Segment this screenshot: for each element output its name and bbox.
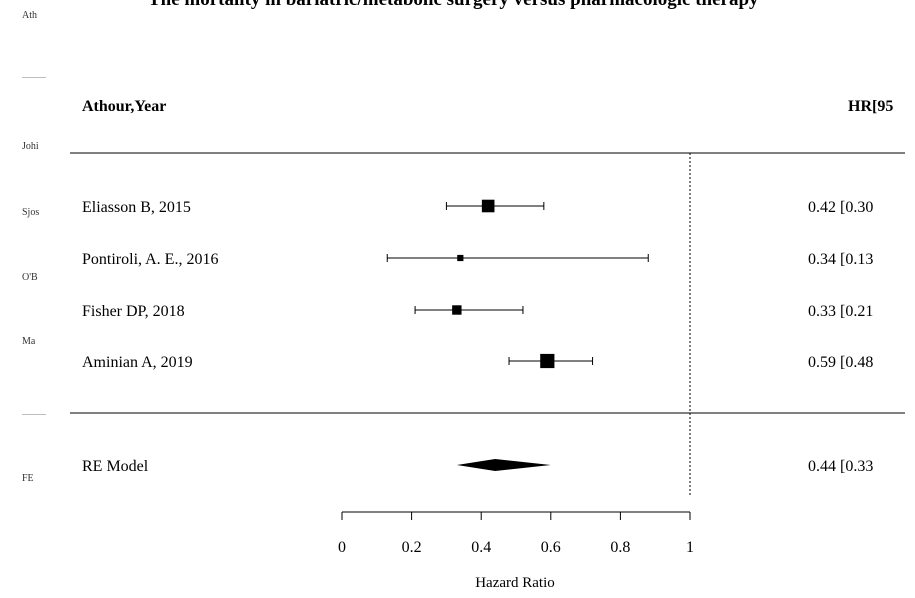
effect-square <box>452 305 462 315</box>
effect-estimate: 0.34 [0.13 <box>808 251 873 268</box>
strip-label: Sjos <box>22 207 40 218</box>
strip-label: FE <box>22 473 34 484</box>
summary-label: RE Model <box>82 458 149 475</box>
x-tick-label: 0.6 <box>541 539 561 556</box>
effect-square <box>457 254 464 262</box>
strip-label: O'B <box>22 272 38 283</box>
study-label: Aminian A, 2019 <box>82 354 193 371</box>
strip-label: Ma <box>22 336 36 347</box>
strip-label: Ath <box>22 10 37 21</box>
study-label: Fisher DP, 2018 <box>82 303 185 320</box>
x-tick-label: 0.8 <box>610 539 630 556</box>
summary-diamond <box>456 459 551 471</box>
left-panel-strip: Ath Johi Sjos O'B Ma FE <box>0 0 62 598</box>
study-label: Eliasson B, 2015 <box>82 199 191 216</box>
effect-estimate: 0.42 [0.30 <box>808 199 873 216</box>
effect-square <box>540 353 555 369</box>
effect-estimate: 0.59 [0.48 <box>808 354 873 371</box>
summary-estimate: 0.44 [0.33 <box>808 458 873 475</box>
strip-label: Johi <box>22 141 39 152</box>
strip-divider <box>22 414 46 415</box>
x-tick-label: 0.4 <box>471 539 491 556</box>
x-axis-label: Hazard Ratio <box>475 575 555 591</box>
strip-divider <box>22 77 46 78</box>
study-label: Pontiroli, A. E., 2016 <box>82 251 218 268</box>
x-tick-label: 0.2 <box>402 539 422 556</box>
effect-square <box>481 199 495 213</box>
x-tick-label: 0 <box>338 539 346 556</box>
x-tick-label: 1 <box>686 539 694 556</box>
effect-column-header: HR[95 <box>848 98 893 115</box>
study-column-header: Athour,Year <box>82 98 166 115</box>
effect-estimate: 0.33 [0.21 <box>808 303 873 320</box>
chart-title: The mortality in bariatric/metabolic sur… <box>148 0 759 10</box>
